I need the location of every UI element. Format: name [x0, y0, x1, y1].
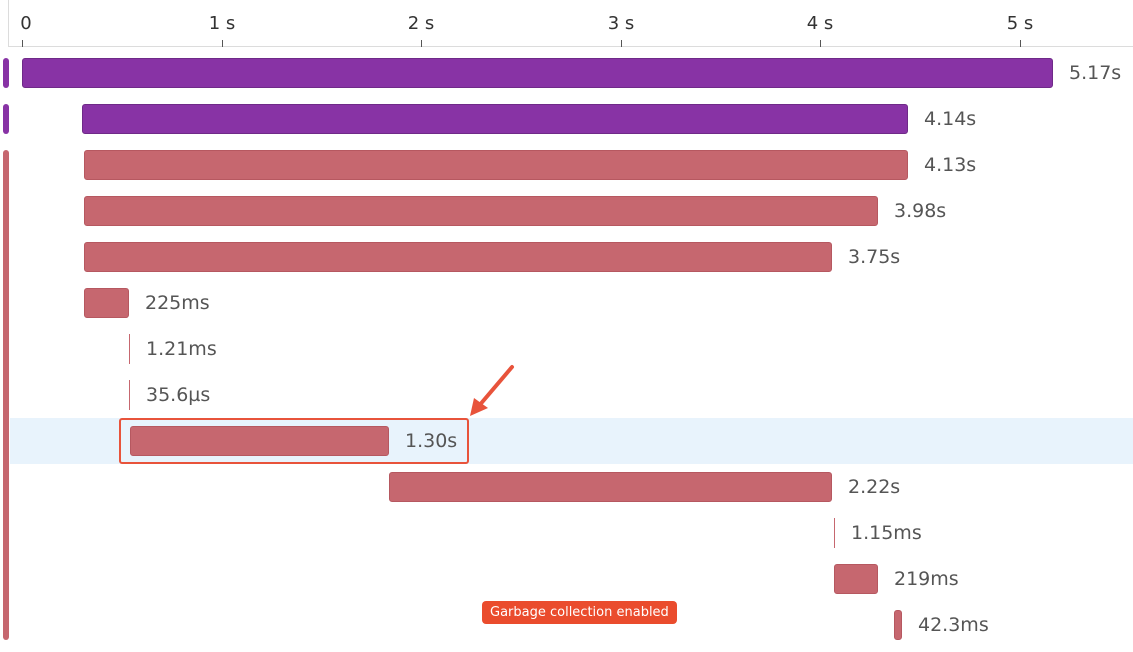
- axis-tick: [621, 40, 622, 47]
- span-bar[interactable]: [82, 104, 908, 134]
- span-duration-label: 1.21ms: [146, 338, 217, 360]
- arrow-icon: [470, 365, 514, 416]
- span-duration-label: 35.6µs: [146, 384, 211, 406]
- span-bar[interactable]: [834, 564, 878, 594]
- axis-tick: [820, 40, 821, 47]
- span-bar[interactable]: [894, 610, 902, 640]
- gc-status-badge: Garbage collection enabled: [482, 601, 677, 624]
- span-bar[interactable]: [84, 196, 878, 226]
- span-duration-label: 4.13s: [924, 154, 977, 176]
- lane-marker-red: [3, 150, 9, 640]
- span-duration-label: 1.15ms: [851, 522, 922, 544]
- axis-tick: [222, 40, 223, 47]
- span-bar[interactable]: [22, 58, 1053, 88]
- span-bar[interactable]: [129, 334, 130, 364]
- span-bar[interactable]: [84, 288, 129, 318]
- span-duration-label: 42.3ms: [918, 614, 989, 636]
- span-bar[interactable]: [389, 472, 832, 502]
- span-duration-label: 3.98s: [894, 200, 947, 222]
- axis-tick-label: 1 s: [208, 13, 236, 34]
- span-bar-selected[interactable]: [130, 426, 389, 456]
- lane-marker-purple: [3, 58, 9, 88]
- axis-tick: [22, 40, 23, 47]
- span-duration-label: 219ms: [894, 568, 959, 590]
- time-axis: [8, 46, 1133, 47]
- span-bar[interactable]: [84, 150, 908, 180]
- span-bar[interactable]: [834, 518, 835, 548]
- axis-tick-label: 2 s: [407, 13, 435, 34]
- axis-tick-label: 3 s: [607, 13, 635, 34]
- span-duration-label: 5.17s: [1069, 62, 1122, 84]
- axis-tick-label: 5 s: [1006, 13, 1034, 34]
- axis-tick: [421, 40, 422, 47]
- span-duration-label: 2.22s: [848, 476, 901, 498]
- axis-origin-line: [8, 0, 9, 46]
- span-bar[interactable]: [129, 380, 130, 410]
- span-duration-label: 3.75s: [848, 246, 901, 268]
- axis-tick: [1020, 40, 1021, 47]
- span-bar[interactable]: [84, 242, 832, 272]
- axis-tick-label: 4 s: [806, 13, 834, 34]
- span-duration-label: 225ms: [145, 292, 210, 314]
- span-duration-label: 4.14s: [924, 108, 977, 130]
- span-duration-label: 1.30s: [405, 430, 458, 452]
- lane-marker-purple: [3, 104, 9, 134]
- selection-outline: [119, 418, 469, 464]
- axis-tick-label: 0: [20, 13, 32, 34]
